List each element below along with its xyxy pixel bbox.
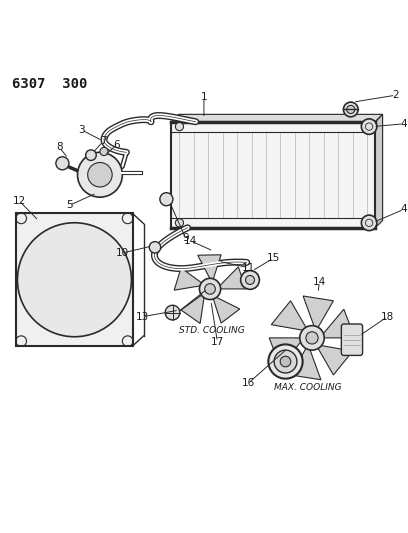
Polygon shape [198, 255, 221, 282]
Text: 14: 14 [313, 277, 326, 287]
Circle shape [280, 356, 291, 367]
Text: 18: 18 [381, 312, 394, 321]
Polygon shape [316, 345, 353, 375]
Circle shape [200, 278, 221, 300]
Text: 16: 16 [242, 378, 255, 387]
Text: 14: 14 [184, 236, 197, 246]
Circle shape [241, 271, 259, 289]
Text: 4: 4 [401, 204, 407, 214]
Polygon shape [181, 293, 205, 324]
Text: STD. COOLING: STD. COOLING [179, 326, 245, 335]
Text: 1: 1 [201, 92, 207, 102]
Text: 9: 9 [182, 233, 189, 243]
Circle shape [205, 284, 215, 294]
Circle shape [56, 157, 69, 170]
Circle shape [78, 152, 122, 197]
Circle shape [274, 350, 297, 373]
Text: 3: 3 [78, 125, 85, 135]
Text: MAX. COOLING: MAX. COOLING [274, 383, 342, 392]
Text: 2: 2 [392, 90, 399, 100]
Circle shape [18, 223, 131, 337]
Polygon shape [217, 267, 246, 289]
Bar [171, 122, 375, 228]
Polygon shape [174, 268, 205, 290]
Circle shape [361, 119, 377, 134]
Text: 8: 8 [56, 142, 62, 152]
Circle shape [175, 123, 184, 131]
Circle shape [165, 305, 180, 320]
Circle shape [347, 106, 355, 114]
Circle shape [344, 102, 358, 117]
Circle shape [86, 150, 96, 160]
Circle shape [363, 219, 371, 227]
Circle shape [160, 192, 173, 206]
Circle shape [100, 148, 108, 156]
Polygon shape [212, 295, 240, 323]
Circle shape [246, 276, 255, 285]
Circle shape [363, 123, 371, 131]
Text: 11: 11 [242, 263, 255, 273]
Circle shape [149, 241, 161, 253]
Text: 7: 7 [100, 136, 106, 146]
Bar [16, 214, 133, 346]
Circle shape [268, 344, 303, 378]
Circle shape [300, 326, 324, 350]
Polygon shape [271, 301, 308, 331]
Text: 4: 4 [401, 119, 407, 129]
Text: 6307  300: 6307 300 [12, 77, 88, 91]
Polygon shape [269, 338, 304, 367]
FancyBboxPatch shape [341, 324, 363, 356]
Polygon shape [375, 115, 383, 228]
Text: 10: 10 [116, 248, 129, 258]
Polygon shape [303, 296, 333, 331]
Polygon shape [320, 309, 355, 338]
Circle shape [361, 215, 377, 231]
Circle shape [306, 332, 318, 344]
Text: 15: 15 [267, 253, 280, 263]
Polygon shape [290, 345, 321, 379]
Text: 12: 12 [13, 196, 26, 206]
Text: 5: 5 [66, 200, 73, 211]
Circle shape [175, 219, 184, 227]
Circle shape [88, 163, 112, 187]
Text: 6: 6 [113, 140, 120, 150]
Text: 17: 17 [211, 337, 224, 347]
Text: 13: 13 [136, 312, 149, 321]
Polygon shape [171, 115, 383, 122]
